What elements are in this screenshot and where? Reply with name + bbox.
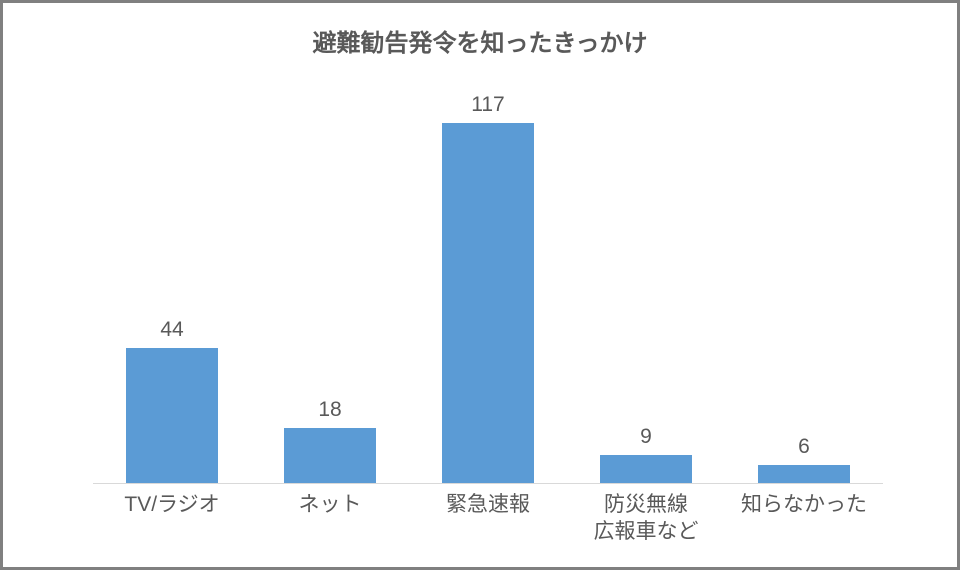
category-label: TV/ラジオ: [93, 491, 251, 518]
bar-value-label: 6: [725, 435, 883, 459]
bar: [442, 123, 534, 483]
bar: [758, 465, 850, 483]
bar-value-label: 18: [251, 398, 409, 422]
bar: [284, 428, 376, 483]
category-label: ネット: [251, 491, 409, 518]
bar-value-label: 117: [409, 93, 567, 117]
category-label: 緊急速報: [409, 491, 567, 518]
chart-frame: 避難勧告発令を知ったきっかけ 44TV/ラジオ18ネット117緊急速報9防災無線…: [0, 0, 960, 570]
bar-slot: 6知らなかった: [725, 83, 883, 483]
bar-value-label: 9: [567, 425, 725, 449]
bar-slot: 9防災無線 広報車など: [567, 83, 725, 483]
category-label: 防災無線 広報車など: [567, 491, 725, 546]
bar-value-label: 44: [93, 318, 251, 342]
bar: [126, 348, 218, 483]
bar: [600, 455, 692, 483]
category-label: 知らなかった: [725, 491, 883, 518]
bar-slot: 117緊急速報: [409, 83, 567, 483]
bar-slot: 44TV/ラジオ: [93, 83, 251, 483]
bar-slot: 18ネット: [251, 83, 409, 483]
chart-title: 避難勧告発令を知ったきっかけ: [3, 23, 957, 58]
chart-plot-area: 44TV/ラジオ18ネット117緊急速報9防災無線 広報車など6知らなかった: [93, 83, 883, 484]
